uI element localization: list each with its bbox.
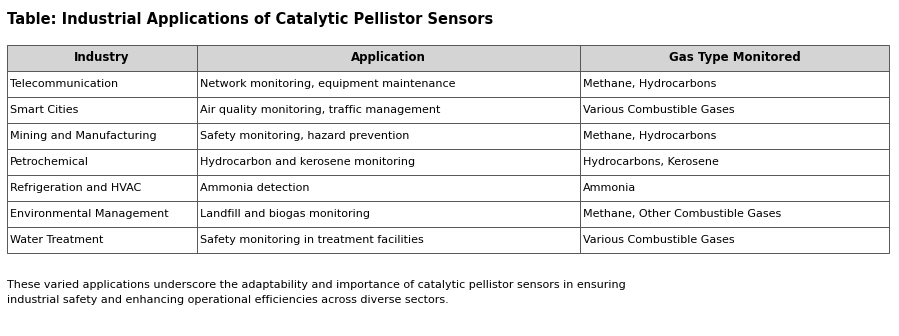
- Bar: [7, 149, 889, 175]
- Text: Water Treatment: Water Treatment: [10, 235, 103, 245]
- Text: Table: Industrial Applications of Catalytic Pellistor Sensors: Table: Industrial Applications of Cataly…: [7, 12, 494, 27]
- Bar: [7, 45, 889, 71]
- Text: Industry: Industry: [74, 51, 129, 65]
- Bar: [7, 123, 889, 149]
- Text: Mining and Manufacturing: Mining and Manufacturing: [10, 131, 156, 141]
- Bar: [7, 45, 889, 253]
- Text: Hydrocarbon and kerosene monitoring: Hydrocarbon and kerosene monitoring: [200, 157, 414, 167]
- Text: Safety monitoring, hazard prevention: Safety monitoring, hazard prevention: [200, 131, 409, 141]
- Text: Network monitoring, equipment maintenance: Network monitoring, equipment maintenanc…: [200, 79, 455, 89]
- Text: Hydrocarbons, Kerosene: Hydrocarbons, Kerosene: [583, 157, 719, 167]
- Text: Various Combustible Gases: Various Combustible Gases: [583, 235, 734, 245]
- Text: Safety monitoring in treatment facilities: Safety monitoring in treatment facilitie…: [200, 235, 423, 245]
- Text: Methane, Hydrocarbons: Methane, Hydrocarbons: [583, 131, 717, 141]
- Text: Air quality monitoring, traffic management: Air quality monitoring, traffic manageme…: [200, 105, 440, 115]
- Bar: [7, 201, 889, 227]
- Bar: [7, 97, 889, 123]
- Text: Application: Application: [351, 51, 426, 65]
- Text: Environmental Management: Environmental Management: [10, 209, 169, 219]
- Text: Methane, Other Combustible Gases: Methane, Other Combustible Gases: [583, 209, 781, 219]
- Text: Landfill and biogas monitoring: Landfill and biogas monitoring: [200, 209, 369, 219]
- Bar: [7, 227, 889, 253]
- Text: Petrochemical: Petrochemical: [10, 157, 89, 167]
- Bar: [7, 71, 889, 97]
- Text: These varied applications underscore the adaptability and importance of catalyti: These varied applications underscore the…: [7, 280, 626, 305]
- Text: Telecommunication: Telecommunication: [10, 79, 118, 89]
- Text: Ammonia: Ammonia: [583, 183, 636, 193]
- Text: Refrigeration and HVAC: Refrigeration and HVAC: [10, 183, 141, 193]
- Text: Smart Cities: Smart Cities: [10, 105, 78, 115]
- Text: Various Combustible Gases: Various Combustible Gases: [583, 105, 734, 115]
- Text: Methane, Hydrocarbons: Methane, Hydrocarbons: [583, 79, 717, 89]
- Bar: [7, 175, 889, 201]
- Text: Ammonia detection: Ammonia detection: [200, 183, 309, 193]
- Text: Gas Type Monitored: Gas Type Monitored: [669, 51, 800, 65]
